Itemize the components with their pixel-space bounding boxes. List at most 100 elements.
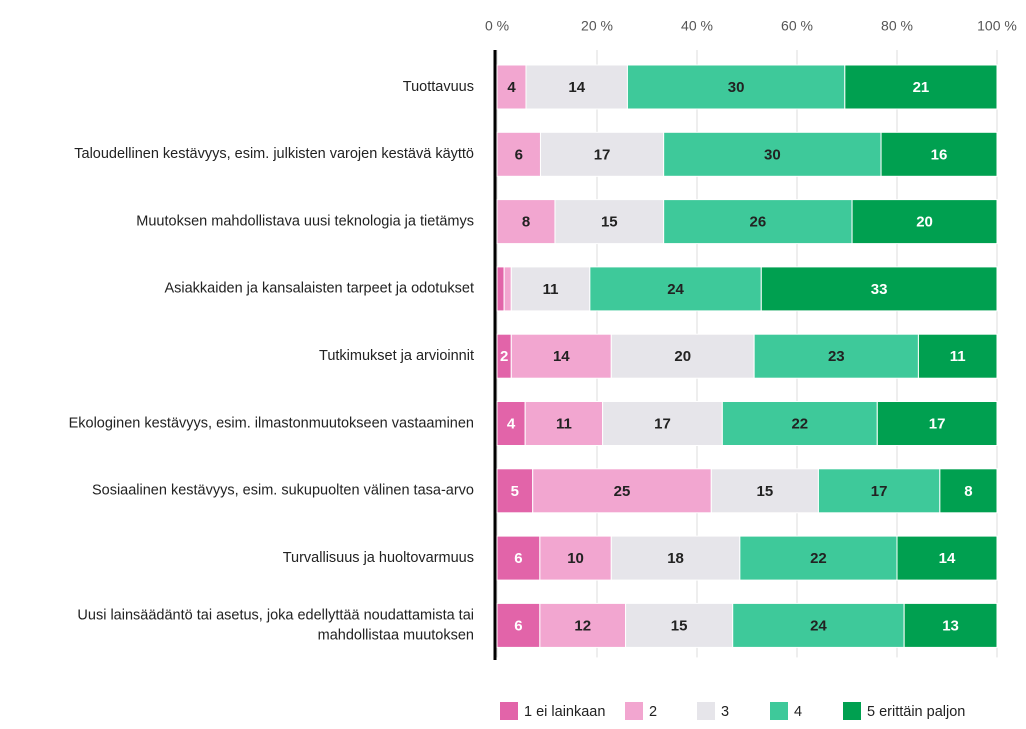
data-label: 20 [916, 214, 933, 231]
data-label: 11 [950, 348, 966, 365]
data-label: 17 [654, 415, 671, 432]
category-label: Muutoksen mahdollistava uusi teknologia … [136, 213, 474, 229]
category-label: Ekologinen kestävyys, esim. ilmastonmuut… [69, 415, 474, 431]
bar-segment [602, 401, 723, 446]
data-label: 21 [913, 79, 930, 96]
bar-segment [663, 199, 853, 245]
data-label: 11 [556, 415, 572, 432]
bar-segment [721, 401, 878, 446]
x-tick-label: 0 % [485, 18, 509, 34]
data-label: 6 [514, 617, 522, 634]
x-tick-label: 40 % [681, 18, 713, 34]
bar-segment [496, 468, 534, 514]
bar-segment [539, 535, 612, 581]
bar-segment [496, 64, 527, 110]
data-label: 8 [522, 214, 530, 231]
data-label: 24 [667, 281, 684, 298]
bar-segment [610, 333, 755, 379]
data-label: 17 [929, 415, 946, 432]
bar-segment [510, 266, 591, 312]
bar-segment [510, 333, 612, 379]
bar-segment [851, 199, 998, 245]
x-tick-label: 100 % [977, 18, 1017, 34]
category-label: Tutkimukset ja arvioinnit [319, 348, 474, 364]
legend-label: 1 ei lainkaan [524, 704, 605, 720]
legend-label: 4 [794, 704, 802, 720]
bar-segment [539, 131, 665, 177]
data-label: 15 [671, 617, 688, 634]
bar-segment [663, 131, 882, 177]
category-label: Tuottavuus [403, 79, 474, 95]
data-label: 4 [507, 79, 516, 96]
bar-segment [939, 468, 998, 514]
bar-segment [844, 64, 998, 110]
data-label: 6 [514, 550, 522, 567]
x-tick-label: 60 % [781, 18, 813, 34]
legend-swatch [843, 702, 861, 720]
data-label: 18 [667, 550, 684, 567]
bar-segment [625, 602, 734, 648]
data-label: 11 [543, 281, 559, 298]
legend-swatch [625, 702, 643, 720]
data-label: 5 [511, 483, 519, 500]
legend-swatch [697, 702, 715, 720]
bar-segment [917, 333, 998, 379]
bar-segment [876, 401, 998, 446]
x-tick-label: 80 % [881, 18, 913, 34]
data-label: 16 [931, 146, 948, 163]
bar-segment [817, 468, 941, 514]
x-tick-label: 20 % [581, 18, 613, 34]
bar-segment [760, 266, 998, 312]
data-label: 26 [750, 214, 767, 231]
data-label: 17 [871, 483, 888, 500]
data-label: 6 [515, 146, 523, 163]
data-label: 15 [601, 214, 618, 231]
data-label: 24 [810, 617, 827, 634]
category-label: Sosiaalinen kestävyys, esim. sukupuolten… [92, 483, 474, 499]
bar-segment [524, 401, 604, 446]
bar-segment [554, 199, 665, 245]
data-label: 20 [674, 348, 691, 365]
data-label: 15 [757, 483, 774, 500]
data-label: 14 [939, 550, 956, 567]
data-label: 10 [567, 550, 584, 567]
legend-label: 3 [721, 704, 729, 720]
legend-label: 5 erittäin paljon [867, 704, 965, 720]
data-label: 25 [614, 483, 631, 500]
data-label: 13 [942, 617, 959, 634]
category-label: Uusi lainsäädäntö tai asetus, joka edell… [77, 607, 474, 643]
bar-segment [532, 468, 712, 514]
category-label: Asiakkaiden ja kansalaisten tarpeet ja o… [164, 281, 474, 297]
bar-segment [710, 468, 819, 514]
bar-segment [539, 602, 627, 648]
bar-segment [589, 266, 762, 312]
data-label: 12 [574, 617, 591, 634]
bar-segment [880, 131, 998, 177]
data-label: 14 [568, 79, 585, 96]
bar-segment [903, 602, 998, 648]
bar-segment [496, 266, 505, 312]
bar-segment [896, 535, 998, 581]
data-label: 2 [500, 348, 508, 365]
bar-segment [503, 266, 512, 312]
data-label: 22 [791, 415, 808, 432]
bar-segment [753, 333, 919, 379]
data-label: 30 [728, 79, 745, 96]
data-label: 8 [964, 483, 972, 500]
bar-segment [610, 535, 741, 581]
legend-swatch [500, 702, 518, 720]
data-label: 33 [871, 281, 888, 298]
bar-segment [496, 199, 556, 245]
bar-segment [496, 535, 541, 581]
data-label: 17 [594, 146, 611, 163]
bar-segment [496, 131, 541, 177]
bar-segment [732, 602, 905, 648]
category-label: Taloudellinen kestävyys, esim. julkisten… [74, 146, 474, 162]
data-label: 23 [828, 348, 845, 365]
bar-segment [739, 535, 898, 581]
data-label: 14 [553, 348, 570, 365]
data-label: 4 [507, 415, 516, 432]
data-label: 30 [764, 146, 781, 163]
